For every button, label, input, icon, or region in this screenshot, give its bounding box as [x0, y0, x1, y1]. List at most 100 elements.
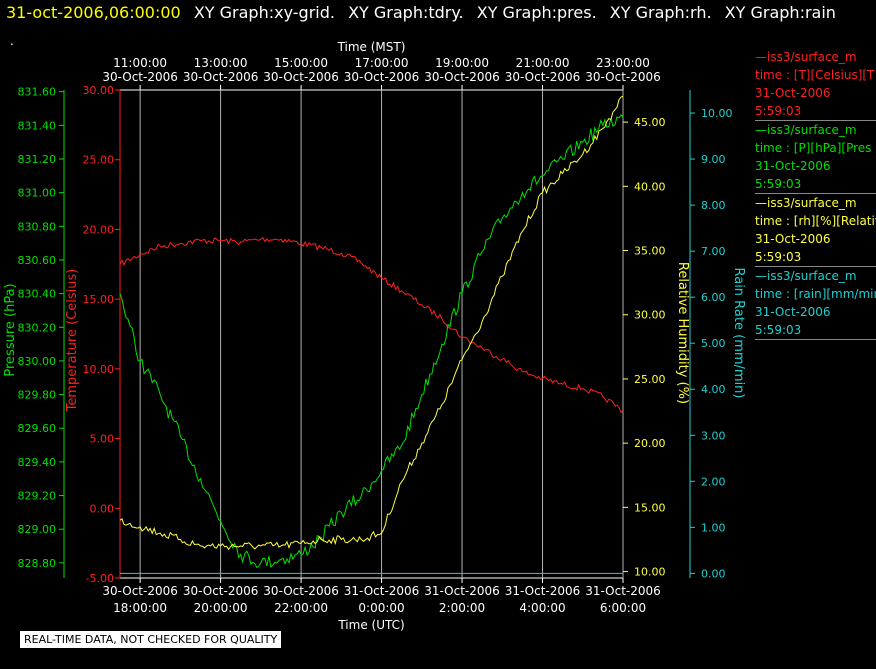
top-tick-label: 17:00:00 [355, 56, 409, 70]
top-tick-label: 30-Oct-2006 [102, 70, 178, 84]
top-tick-label: 30-Oct-2006 [344, 70, 420, 84]
legend-entry-line: time : [rh][%][Relativ [755, 214, 876, 228]
pres-tick-label: 830.60 [18, 254, 57, 267]
status-dot: . [10, 34, 14, 48]
legend-entry-line: 31-Oct-2006 [755, 159, 831, 173]
quality-disclaimer: REAL-TIME DATA, NOT CHECKED FOR QUALITY [20, 631, 282, 648]
rain-tick-label: 7.00 [701, 245, 726, 258]
temp-tick-label: 10.00 [83, 363, 115, 376]
legend-entry-line: 5:59:03 [755, 104, 802, 118]
graph-tab-rh[interactable]: XY Graph:rh. [609, 3, 712, 22]
bottom-tick-label: 31-Oct-2006 [505, 584, 581, 598]
pres-tick-label: 829.60 [18, 422, 57, 435]
pres-tick-label: 831.20 [18, 153, 57, 166]
bottom-tick-label: 22:00:00 [274, 601, 328, 615]
pres-axis-title: Pressure (hPa) [3, 283, 18, 376]
pres-tick-label: 830.40 [18, 288, 57, 301]
temp-axis-title: Temperature (Celsius) [65, 269, 80, 413]
graph-tab-tdry[interactable]: XY Graph:tdry. [348, 3, 464, 22]
pres-tick-label: 828.80 [18, 557, 57, 570]
series-line-pres [119, 114, 624, 569]
bottom-tick-label: 2:00:00 [439, 601, 485, 615]
title-bar: 31-oct-2006,06:00:00 XY Graph:xy-grid. X… [0, 0, 876, 26]
rh-tick-label: 45.00 [634, 116, 666, 129]
bottom-tick-label: 30-Oct-2006 [183, 584, 259, 598]
legend-entry-line: —iss3/surface_m [755, 269, 857, 283]
top-tick-label: 30-Oct-2006 [585, 70, 661, 84]
bottom-tick-label: 0:00:00 [358, 601, 404, 615]
series-line-temp [119, 236, 624, 414]
legend-entry-line: —iss3/surface_m [755, 123, 857, 137]
temp-tick-label: 25.00 [83, 154, 115, 167]
graph-tab-xy-grid[interactable]: XY Graph:xy-grid. [193, 3, 335, 22]
pres-tick-label: 829.80 [18, 389, 57, 402]
rain-tick-label: 3.00 [701, 429, 726, 442]
legend-entry-line: time : [rain][mm/min [755, 287, 876, 301]
bottom-tick-label: 31-Oct-2006 [424, 584, 500, 598]
rh-tick-label: 35.00 [634, 245, 666, 258]
graph-tab-rain[interactable]: XY Graph:rain [724, 3, 836, 22]
top-tick-label: 21:00:00 [516, 56, 570, 70]
rh-axis-title: Relative Humidity (%) [675, 262, 690, 404]
temp-tick-label: 5.00 [90, 433, 115, 446]
pres-tick-label: 830.00 [18, 355, 57, 368]
bottom-tick-label: 18:00:00 [113, 601, 167, 615]
rh-tick-label: 15.00 [634, 501, 666, 514]
rain-axis-title: Rain Rate (mm/min) [731, 267, 746, 398]
graph-tab-pres[interactable]: XY Graph:pres. [476, 3, 597, 22]
rain-tick-label: 10.00 [701, 107, 733, 120]
pres-tick-label: 831.60 [18, 86, 57, 99]
top-tick-label: 30-Oct-2006 [183, 70, 259, 84]
x-top-title: Time (MST) [337, 40, 406, 54]
rain-tick-label: 4.00 [701, 383, 726, 396]
top-tick-label: 30-Oct-2006 [505, 70, 581, 84]
pres-tick-label: 831.40 [18, 119, 57, 132]
bottom-tick-label: 31-Oct-2006 [344, 584, 420, 598]
bottom-tick-label: 6:00:00 [600, 601, 646, 615]
rain-tick-label: 5.00 [701, 337, 726, 350]
bottom-tick-label: 30-Oct-2006 [102, 584, 178, 598]
top-tick-label: 30-Oct-2006 [424, 70, 500, 84]
legend-entry-line: —iss3/surface_m [755, 196, 857, 210]
pres-tick-label: 829.00 [18, 523, 57, 536]
top-tick-label: 30-Oct-2006 [263, 70, 339, 84]
legend-entry-line: 5:59:03 [755, 250, 802, 264]
bottom-tick-label: 4:00:00 [519, 601, 565, 615]
pres-tick-label: 829.20 [18, 490, 57, 503]
top-tick-label: 13:00:00 [194, 56, 248, 70]
temp-tick-label: 30.00 [83, 84, 115, 97]
timestamp: 31-oct-2006,06:00:00 [6, 3, 181, 22]
legend-entry-line: time : [P][hPa][Pres [755, 141, 872, 155]
pres-tick-label: 829.40 [18, 456, 57, 469]
rain-tick-label: 1.00 [701, 521, 726, 534]
top-tick-label: 23:00:00 [596, 56, 650, 70]
legend: —iss3/surface_m time : [T][Celsius][T 31-O… [755, 48, 876, 340]
top-tick-label: 15:00:00 [274, 56, 328, 70]
top-tick-label: 19:00:00 [435, 56, 489, 70]
temp-tick-label: -5.00 [86, 572, 114, 585]
legend-entry-line: —iss3/surface_m [755, 50, 857, 64]
rain-tick-label: 0.00 [701, 567, 726, 580]
bottom-tick-label: 20:00:00 [194, 601, 248, 615]
rain-tick-label: 6.00 [701, 291, 726, 304]
rh-tick-label: 10.00 [634, 566, 666, 579]
temp-tick-label: 20.00 [83, 223, 115, 236]
pres-tick-label: 831.00 [18, 187, 57, 200]
rh-tick-label: 40.00 [634, 180, 666, 193]
legend-entry-line: 31-Oct-2006 [755, 232, 831, 246]
temp-tick-label: 15.00 [83, 293, 115, 306]
legend-entry-line: 31-Oct-2006 [755, 305, 831, 319]
rain-tick-label: 8.00 [701, 199, 726, 212]
pres-tick-label: 830.80 [18, 220, 57, 233]
legend-entry-line: time : [T][Celsius][T [755, 68, 875, 82]
x-bottom-title: Time (UTC) [337, 618, 404, 632]
rain-tick-label: 9.00 [701, 153, 726, 166]
rain-tick-label: 2.00 [701, 475, 726, 488]
legend-entry-line: 31-Oct-2006 [755, 86, 831, 100]
top-tick-label: 11:00:00 [113, 56, 167, 70]
